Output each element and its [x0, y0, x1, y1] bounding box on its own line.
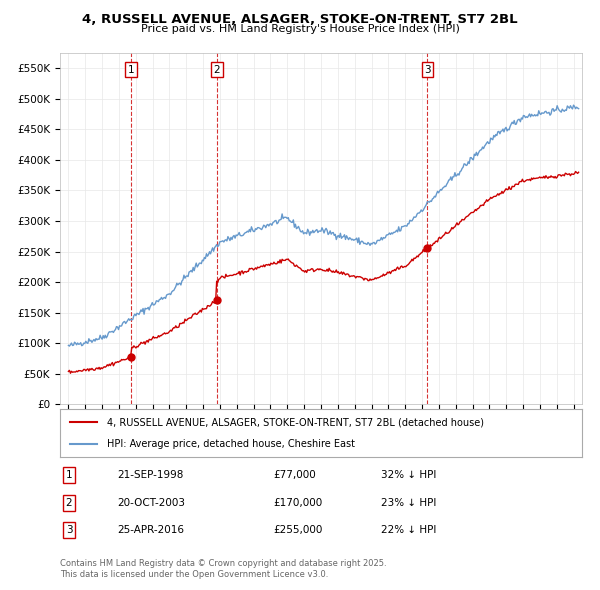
Text: 4, RUSSELL AVENUE, ALSAGER, STOKE-ON-TRENT, ST7 2BL (detached house): 4, RUSSELL AVENUE, ALSAGER, STOKE-ON-TRE… [107, 417, 484, 427]
Text: 22% ↓ HPI: 22% ↓ HPI [381, 526, 436, 535]
Text: Price paid vs. HM Land Registry's House Price Index (HPI): Price paid vs. HM Land Registry's House … [140, 24, 460, 34]
Text: Contains HM Land Registry data © Crown copyright and database right 2025.: Contains HM Land Registry data © Crown c… [60, 559, 386, 568]
Text: 32% ↓ HPI: 32% ↓ HPI [381, 470, 436, 480]
Text: 21-SEP-1998: 21-SEP-1998 [117, 470, 184, 480]
Text: This data is licensed under the Open Government Licence v3.0.: This data is licensed under the Open Gov… [60, 571, 328, 579]
Text: £255,000: £255,000 [273, 526, 322, 535]
Text: 2: 2 [65, 498, 73, 507]
Text: 23% ↓ HPI: 23% ↓ HPI [381, 498, 436, 507]
Text: 2: 2 [213, 64, 220, 74]
Text: 4, RUSSELL AVENUE, ALSAGER, STOKE-ON-TRENT, ST7 2BL: 4, RUSSELL AVENUE, ALSAGER, STOKE-ON-TRE… [82, 13, 518, 26]
Text: 25-APR-2016: 25-APR-2016 [117, 526, 184, 535]
Text: 1: 1 [128, 64, 134, 74]
Text: 20-OCT-2003: 20-OCT-2003 [117, 498, 185, 507]
Text: 3: 3 [65, 526, 73, 535]
Text: 3: 3 [424, 64, 431, 74]
Text: £77,000: £77,000 [273, 470, 316, 480]
Text: 1: 1 [65, 470, 73, 480]
Text: £170,000: £170,000 [273, 498, 322, 507]
Text: HPI: Average price, detached house, Cheshire East: HPI: Average price, detached house, Ches… [107, 439, 355, 449]
